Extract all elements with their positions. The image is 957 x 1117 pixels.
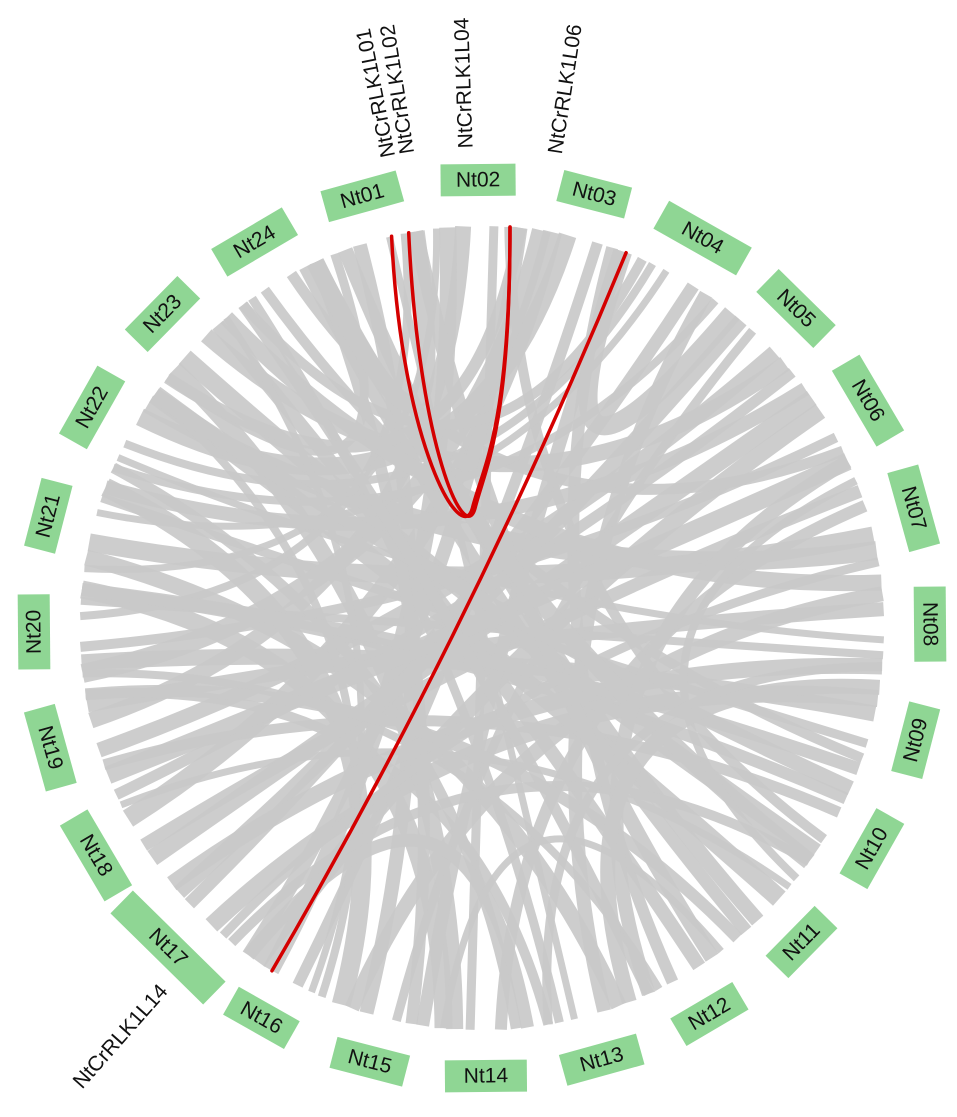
- chromosome-label: Nt07: [897, 484, 931, 533]
- chromosome-nt14: Nt14: [444, 1059, 528, 1093]
- chromosome-nt11: Nt11: [765, 905, 838, 979]
- gene-label: NtCrRLK1L14: [69, 980, 173, 1093]
- chromosome-nt10: Nt10: [839, 808, 905, 890]
- collinear-block-link: [609, 455, 852, 997]
- chromosome-box: [831, 354, 905, 447]
- chromosome-box: [23, 703, 77, 792]
- collinear-block-link: [219, 557, 880, 939]
- chromosome-nt24: Nt24: [211, 207, 299, 277]
- chromosome-nt06: Nt06: [831, 354, 905, 447]
- chromosome-nt15: Nt15: [329, 1036, 411, 1087]
- chromosome-nt03: Nt03: [556, 170, 633, 219]
- collinear-block-link: [164, 226, 527, 453]
- collinear-block-link: [228, 780, 812, 947]
- collinear-block-link: [243, 833, 534, 1029]
- chromosome-nt01: Nt01: [320, 170, 405, 223]
- collinear-block-link: [440, 835, 724, 1029]
- collinear-block-link: [542, 662, 883, 1025]
- collinear-blocks: [79, 226, 885, 1030]
- chromosome-box: [653, 200, 752, 276]
- chromosome-box: [110, 890, 226, 1005]
- chromosome-box: [556, 170, 633, 219]
- chromosome-box: [58, 365, 126, 450]
- chromosome-nt18: Nt18: [59, 809, 133, 902]
- gene-label: NtCrRLK1L04: [450, 17, 477, 149]
- chromosome-box: [756, 269, 836, 348]
- highlight-link: [406, 225, 512, 518]
- chromosome-box: [839, 808, 905, 890]
- chromosome-nt19: Nt19: [23, 703, 77, 792]
- chromosome-nt21: Nt21: [24, 477, 73, 554]
- chromosome-label: Nt13: [577, 1043, 626, 1077]
- chromosome-box: [765, 905, 838, 979]
- chromosome-box: [124, 276, 201, 352]
- chromosome-box: [211, 207, 299, 277]
- chromosome-nt17: Nt17: [110, 890, 226, 1005]
- chromosome-nt12: Nt12: [670, 981, 749, 1047]
- chromosome-nt23: Nt23: [124, 276, 201, 352]
- chromosome-box: [223, 986, 300, 1050]
- chromosome-nt09: Nt09: [891, 701, 941, 780]
- collinear-block-link: [104, 453, 852, 784]
- collinear-block-link: [223, 315, 365, 994]
- chromosome-nt08: Nt08: [913, 586, 947, 662]
- chromosome-box: [670, 981, 749, 1047]
- chromosome-label: Nt01: [338, 179, 387, 213]
- collinear-block-link: [238, 301, 654, 997]
- chromosome-nt22: Nt22: [58, 365, 126, 450]
- chromosome-label: Nt02: [456, 168, 501, 191]
- chromosome-nt13: Nt13: [558, 1033, 645, 1086]
- chromosome-nt16: Nt16: [223, 986, 300, 1050]
- collinear-block-link: [119, 748, 792, 890]
- collinear-block-link: [152, 391, 360, 998]
- chromosome-label: Nt08: [918, 602, 941, 647]
- chromosome-nt20: Nt20: [17, 594, 51, 670]
- chromosome-label: Nt19: [33, 723, 67, 772]
- chromosome-box: [891, 701, 941, 780]
- highlight-links: [270, 225, 628, 973]
- chromosome-nt04: Nt04: [653, 200, 752, 276]
- chromosome-nt07: Nt07: [887, 464, 941, 553]
- chromosome-label: Nt20: [22, 610, 45, 655]
- chromosome-box: [913, 586, 947, 662]
- chromosome-box: [440, 163, 516, 197]
- chromosome-nt05: Nt05: [756, 269, 836, 348]
- chromosome-box: [887, 464, 941, 553]
- chromosome-box: [329, 1036, 411, 1087]
- chromosome-box: [558, 1033, 645, 1086]
- chromosome-label: Nt14: [464, 1064, 509, 1087]
- collinear-block-link: [201, 329, 790, 473]
- collinear-block-link: [679, 477, 858, 882]
- highlight-link: [270, 250, 628, 973]
- gene-label: NtCrRLK1L06: [544, 23, 587, 156]
- chromosome-box: [444, 1059, 528, 1093]
- chromosome-box: [320, 170, 405, 223]
- chromosome-box: [17, 594, 51, 670]
- collinear-block-link: [101, 478, 372, 1007]
- chromosome-box: [24, 477, 73, 554]
- collinear-block-link: [150, 388, 854, 796]
- collinear-block-link: [84, 684, 743, 943]
- chromosome-box: [59, 809, 133, 902]
- chromosome-nt02: Nt02: [440, 163, 516, 197]
- collinear-block-link: [578, 248, 740, 436]
- collinear-block-link: [600, 678, 881, 1005]
